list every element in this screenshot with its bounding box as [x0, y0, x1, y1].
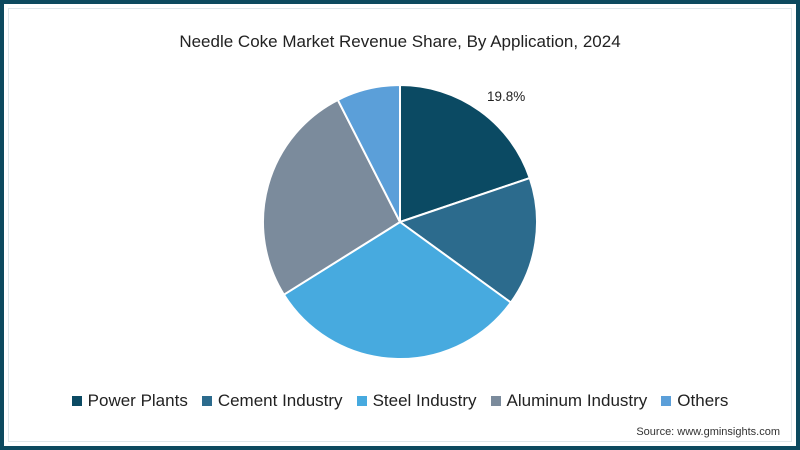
- legend-item-aluminum-industry[interactable]: Aluminum Industry: [490, 391, 648, 411]
- legend-label: Others: [677, 391, 729, 410]
- legend-item-power-plants[interactable]: Power Plants: [71, 391, 188, 411]
- legend: Power Plants Cement Industry Steel Indus…: [0, 391, 800, 411]
- legend-swatch-icon: [71, 396, 82, 406]
- legend-swatch-icon: [201, 396, 212, 406]
- pie-slice-cement-industry[interactable]: [397, 176, 538, 304]
- pie-slice-others[interactable]: [336, 83, 401, 223]
- legend-swatch-icon: [661, 396, 672, 406]
- legend-swatch-icon: [490, 396, 501, 406]
- pie-slice-power-plants[interactable]: [399, 83, 532, 224]
- legend-label: Cement Industry: [217, 391, 343, 410]
- legend-item-others[interactable]: Others: [661, 391, 728, 411]
- legend-item-cement-industry[interactable]: Cement Industry: [201, 391, 343, 411]
- legend-label: Power Plants: [87, 391, 188, 410]
- chart-title: Needle Coke Market Revenue Share, By App…: [179, 32, 621, 51]
- pie-slice-steel-industry[interactable]: [282, 220, 513, 360]
- pie-slice-aluminum-industry[interactable]: [262, 98, 402, 297]
- legend-label: Aluminum Industry: [506, 391, 648, 410]
- power-plants-value-label: 19.8%: [487, 89, 526, 104]
- legend-label: Steel Industry: [372, 391, 477, 410]
- legend-swatch-icon: [356, 396, 367, 406]
- legend-item-steel-industry[interactable]: Steel Industry: [356, 391, 477, 411]
- source-credit: Source: www.gminsights.com: [636, 426, 780, 438]
